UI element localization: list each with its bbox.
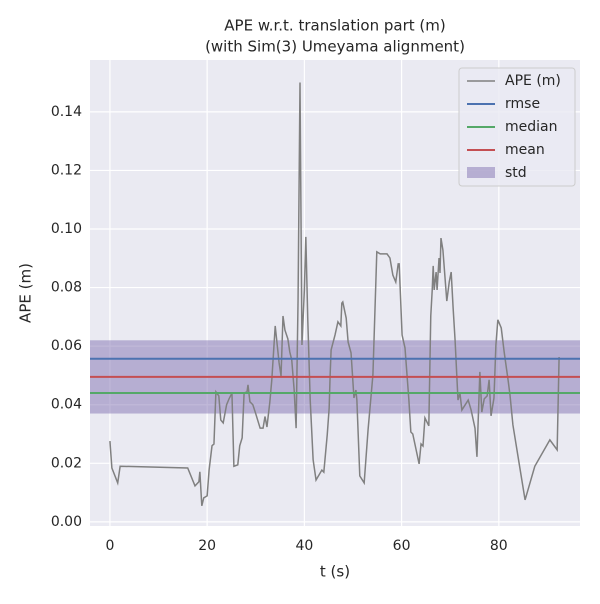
x-tick-label: 60 xyxy=(393,538,411,554)
x-tick-label: 40 xyxy=(295,538,313,554)
legend-label: mean xyxy=(505,142,545,158)
y-tick-label: 0.04 xyxy=(51,397,82,413)
y-tick-label: 0.10 xyxy=(51,221,82,237)
y-tick-label: 0.02 xyxy=(51,455,82,471)
x-tick-label: 0 xyxy=(105,538,114,554)
x-tick-label: 80 xyxy=(490,538,508,554)
chart-subtitle: (with Sim(3) Umeyama alignment) xyxy=(205,38,465,56)
y-tick-label: 0.08 xyxy=(51,280,82,296)
legend-label: APE (m) xyxy=(505,73,561,89)
legend-swatch xyxy=(467,167,495,178)
y-tick-label: 0.00 xyxy=(51,514,82,530)
x-tick-label: 20 xyxy=(198,538,216,554)
legend-label: std xyxy=(505,165,527,181)
y-tick-label: 0.14 xyxy=(51,104,82,120)
ape-line xyxy=(109,82,560,506)
y-tick-label: 0.12 xyxy=(51,162,82,178)
x-axis-label: t (s) xyxy=(320,563,350,581)
y-tick-label: 0.06 xyxy=(51,338,82,354)
legend-label: rmse xyxy=(505,96,540,112)
legend-label: median xyxy=(505,119,557,135)
chart-title: APE w.r.t. translation part (m) xyxy=(224,17,445,35)
y-axis-label: APE (m) xyxy=(17,263,35,323)
legend-box xyxy=(458,67,576,187)
